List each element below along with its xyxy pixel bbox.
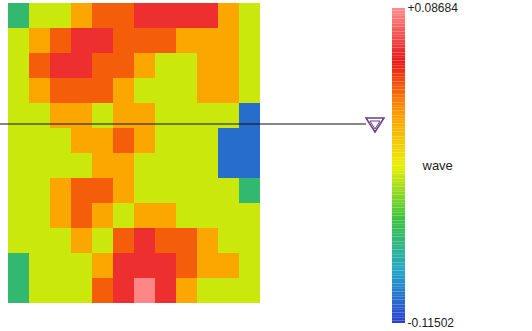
svg-text:wave: wave <box>422 158 453 173</box>
svg-text:+0.08684: +0.08684 <box>408 1 459 15</box>
svg-text:-0.11502: -0.11502 <box>408 316 455 330</box>
